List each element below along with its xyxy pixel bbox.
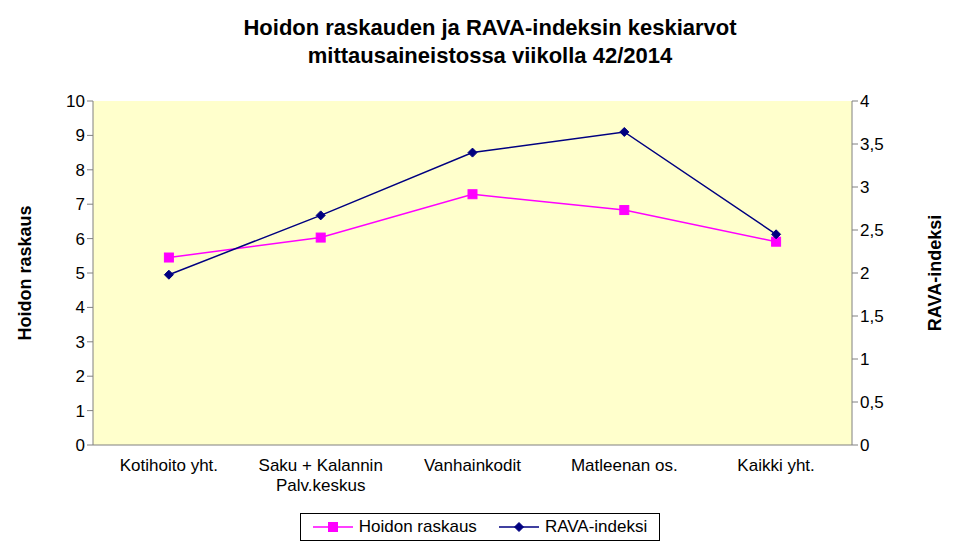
svg-text:Vanhainkodit: Vanhainkodit (424, 456, 521, 475)
html-text:RAVA-indeksi: RAVA-indeksi (544, 517, 648, 536)
svg-text:Hoidon raskaus: Hoidon raskaus (15, 205, 35, 340)
svg-text:0: 0 (860, 436, 869, 455)
svg-text:RAVA-indeksi: RAVA-indeksi (925, 215, 945, 331)
svg-text:0,5: 0,5 (860, 393, 884, 412)
svg-text:6: 6 (76, 230, 85, 249)
svg-text:Saku + KalanninPalv.keskus: Saku + KalanninPalv.keskus (259, 456, 383, 495)
svg-text:Matleenan os.: Matleenan os. (571, 456, 678, 475)
svg-text:7: 7 (76, 195, 85, 214)
svg-text:2: 2 (76, 367, 85, 386)
svg-text:3: 3 (860, 178, 869, 197)
svg-text:Kotihoito yht.: Kotihoito yht. (120, 456, 218, 475)
svg-text:4: 4 (860, 92, 869, 111)
svg-text:1: 1 (76, 402, 85, 421)
svg-text:1,5: 1,5 (860, 307, 884, 326)
html-text:Hoidon raskaus: Hoidon raskaus (358, 517, 477, 536)
svg-text:1: 1 (860, 350, 869, 369)
svg-text:5: 5 (76, 264, 85, 283)
svg-text:0: 0 (76, 436, 85, 455)
svg-text:4: 4 (76, 298, 85, 317)
svg-text:8: 8 (76, 161, 85, 180)
svg-text:3,5: 3,5 (860, 135, 884, 154)
svg-text:Kaikki yht.: Kaikki yht. (737, 456, 814, 475)
svg-text:9: 9 (76, 126, 85, 145)
svg-text:2,5: 2,5 (860, 221, 884, 240)
html-text:Hoidon raskauden ja RAVA-indek: Hoidon raskauden ja RAVA-indeksin keskia… (243, 15, 737, 68)
svg-text:3: 3 (76, 333, 85, 352)
svg-text:10: 10 (66, 92, 85, 111)
svg-text:2: 2 (860, 264, 869, 283)
